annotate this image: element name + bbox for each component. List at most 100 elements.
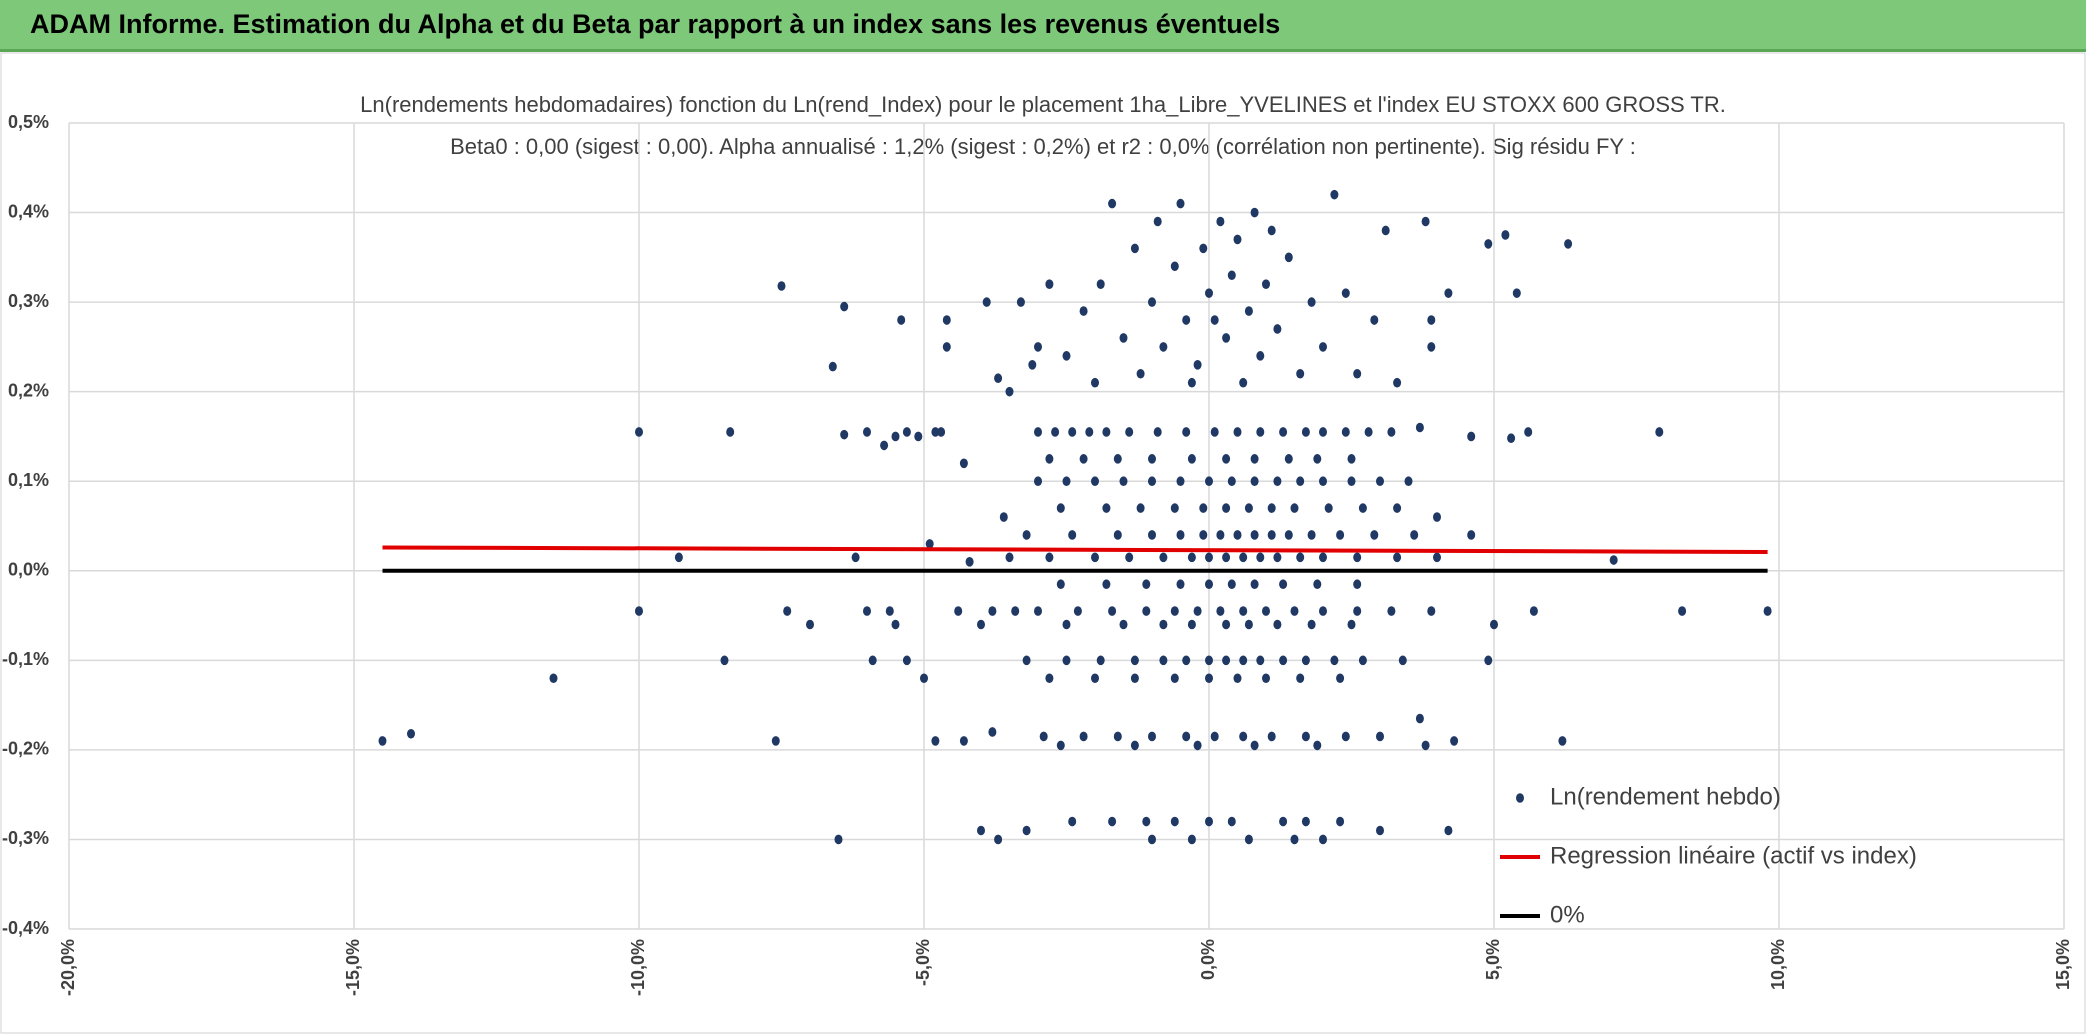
scatter-point bbox=[1376, 825, 1384, 836]
scatter-point bbox=[1159, 342, 1168, 352]
scatter-point bbox=[1227, 270, 1236, 281]
y-tick-label: 0,0% bbox=[8, 560, 49, 580]
scatter-point bbox=[1068, 816, 1077, 827]
scatter-point bbox=[1393, 377, 1402, 388]
scatter-point bbox=[1239, 731, 1248, 742]
scatter-point bbox=[1205, 579, 1213, 590]
scatter-point bbox=[1244, 619, 1253, 630]
header-title: ADAM Informe. Estimation du Alpha et du … bbox=[30, 9, 1281, 39]
scatter-point bbox=[988, 727, 997, 737]
scatter-point bbox=[1130, 740, 1139, 751]
scatter-point bbox=[1142, 579, 1151, 590]
scatter-point bbox=[1267, 225, 1276, 236]
scatter-point bbox=[1347, 476, 1356, 487]
scatter-point bbox=[1324, 503, 1333, 513]
scatter-point bbox=[891, 619, 900, 630]
scatter-point bbox=[1387, 427, 1396, 437]
scatter-point bbox=[1148, 476, 1156, 487]
scatter-point bbox=[635, 606, 643, 616]
scatter-point bbox=[1319, 552, 1327, 563]
y-tick-label: 0,4% bbox=[8, 201, 49, 221]
scatter-point bbox=[1239, 655, 1248, 666]
scatter-point bbox=[1011, 606, 1020, 616]
scatter-point bbox=[1353, 606, 1362, 616]
scatter-point bbox=[1148, 731, 1156, 742]
scatter-point bbox=[1370, 315, 1379, 325]
scatter-point bbox=[1205, 476, 1213, 487]
scatter-point bbox=[994, 834, 1003, 845]
chart-frame bbox=[0, 52, 2086, 1034]
scatter-point bbox=[1467, 431, 1476, 442]
scatter-point bbox=[1421, 740, 1430, 751]
scatter-point bbox=[1193, 360, 1202, 370]
scatter-point bbox=[1319, 427, 1327, 437]
legend-label: Regression linéaire (actif vs index) bbox=[1550, 842, 1917, 869]
scatter-point bbox=[1393, 552, 1402, 563]
scatter-point bbox=[1170, 503, 1179, 513]
scatter-point bbox=[1210, 731, 1219, 742]
scatter-point bbox=[1222, 655, 1231, 666]
scatter-point bbox=[1273, 552, 1282, 563]
scatter-point bbox=[1113, 530, 1122, 540]
scatter-point bbox=[1159, 655, 1168, 666]
scatter-point bbox=[1250, 207, 1259, 218]
scatter-point bbox=[1370, 530, 1379, 540]
scatter-point bbox=[1353, 368, 1362, 379]
scatter-point bbox=[828, 361, 837, 372]
scatter-point bbox=[1358, 503, 1367, 513]
scatter-point bbox=[1336, 530, 1345, 540]
scatter-point bbox=[1205, 655, 1213, 666]
scatter-point bbox=[1564, 239, 1573, 249]
scatter-point bbox=[1290, 503, 1299, 513]
scatter-point bbox=[977, 825, 985, 836]
scatter-point bbox=[1227, 579, 1236, 590]
scatter-point bbox=[931, 427, 940, 437]
chart-title: Ln(rendements hebdomadaires) fonction du… bbox=[360, 92, 1726, 117]
scatter-point bbox=[840, 429, 849, 440]
scatter-point bbox=[1410, 530, 1419, 540]
scatter-point bbox=[1250, 454, 1259, 464]
scatter-point bbox=[1336, 816, 1345, 827]
scatter-point bbox=[1250, 530, 1259, 540]
scatter-point bbox=[931, 736, 940, 746]
scatter-point bbox=[1296, 673, 1305, 684]
scatter-point bbox=[1239, 606, 1248, 616]
scatter-point bbox=[1256, 552, 1265, 563]
scatter-point bbox=[1170, 673, 1179, 684]
scatter-point bbox=[1113, 731, 1122, 742]
scatter-point bbox=[1484, 655, 1493, 666]
scatter-point bbox=[1233, 673, 1242, 684]
chart: Ln(rendements hebdomadaires) fonction du… bbox=[0, 52, 2086, 1034]
scatter-point bbox=[1763, 606, 1772, 616]
scatter-point bbox=[1250, 476, 1259, 487]
x-tick-label: -20,0% bbox=[58, 939, 78, 996]
scatter-point bbox=[1290, 606, 1299, 616]
scatter-point bbox=[1034, 606, 1042, 616]
scatter-point bbox=[1301, 427, 1310, 437]
scatter-point bbox=[1319, 606, 1327, 616]
scatter-point bbox=[1273, 619, 1282, 630]
scatter-point bbox=[1393, 503, 1402, 513]
scatter-point bbox=[1415, 713, 1424, 724]
scatter-point bbox=[1262, 673, 1270, 684]
scatter-point bbox=[1102, 503, 1111, 513]
scatter-point bbox=[1296, 552, 1305, 563]
scatter-point bbox=[1284, 454, 1293, 464]
scatter-point bbox=[1307, 530, 1316, 540]
scatter-point bbox=[959, 736, 968, 746]
scatter-point bbox=[1199, 243, 1208, 254]
scatter-point bbox=[1387, 606, 1396, 616]
scatter-point bbox=[1678, 606, 1687, 616]
scatter-point bbox=[1319, 342, 1327, 352]
scatter-point bbox=[1176, 579, 1185, 590]
scatter-point bbox=[1051, 427, 1060, 437]
scatter-point bbox=[1136, 503, 1145, 513]
scatter-point bbox=[1313, 454, 1322, 464]
scatter-point bbox=[902, 427, 911, 437]
legend-label: 0% bbox=[1550, 901, 1585, 928]
scatter-point bbox=[1056, 740, 1065, 751]
scatter-point bbox=[1079, 306, 1088, 316]
scatter-point bbox=[1193, 606, 1202, 616]
scatter-point bbox=[1336, 673, 1345, 684]
scatter-point bbox=[1142, 816, 1151, 827]
